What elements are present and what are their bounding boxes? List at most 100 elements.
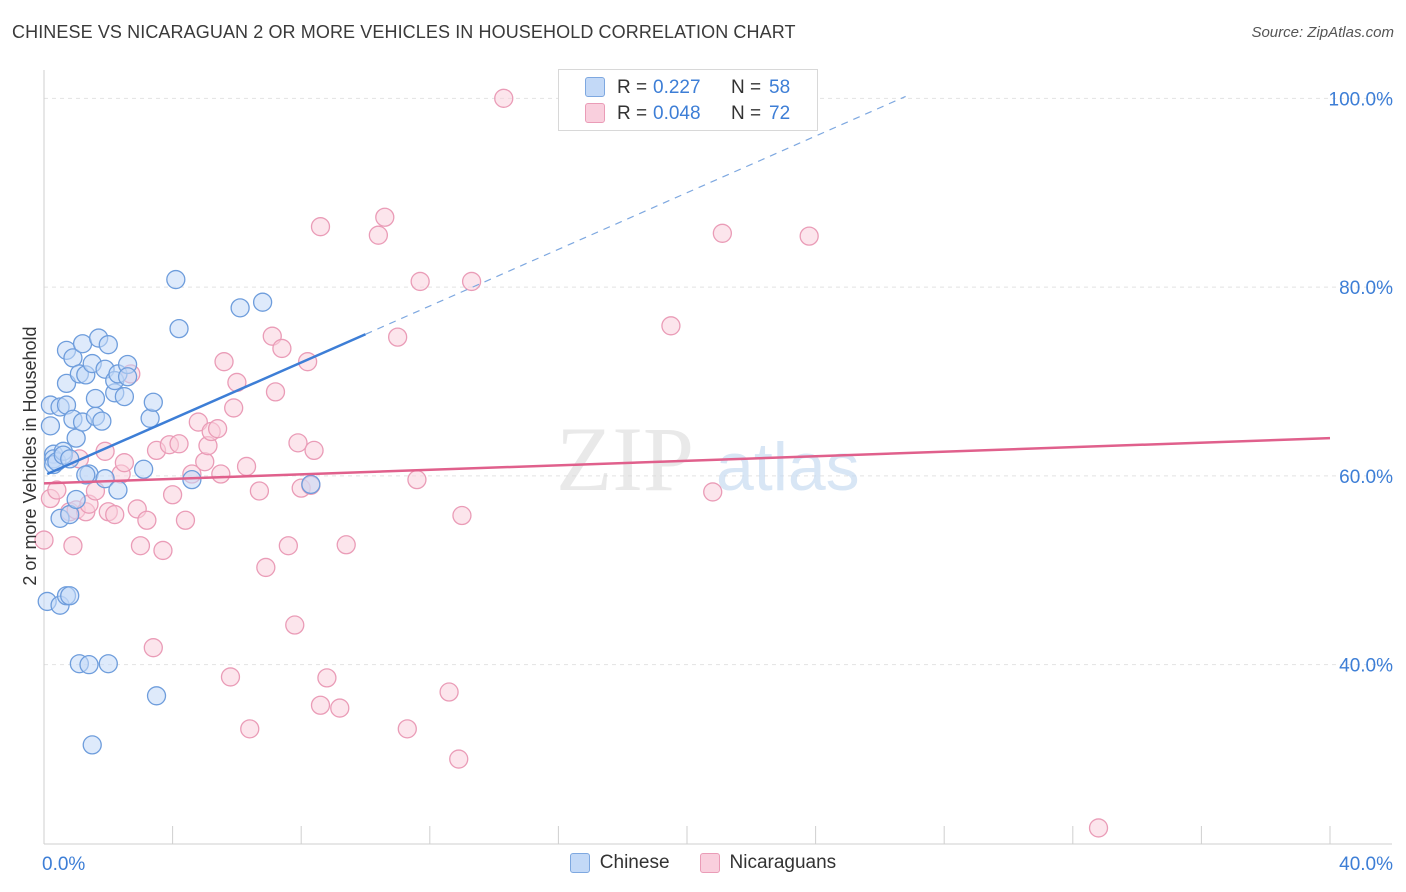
data-point-chinese [140,408,160,428]
data-point-chinese [85,388,106,409]
data-point-chinese [143,392,163,412]
y-axis-label: 2 or more Vehicles in Household [20,326,40,585]
stats-r-value-nicaraguans: 0.048 [653,103,701,124]
legend-label-chinese: Chinese [599,852,670,873]
data-point-nicaraguans [336,535,356,555]
data-point-nicaraguans [137,510,157,530]
y-tick-label: 100.0% [1329,89,1394,110]
bottom-legend: Chinese Nicaraguans [0,852,1406,874]
stats-n-label: N = [731,77,762,98]
series-nicaraguans-points [34,88,1109,838]
data-point-nicaraguans [452,505,472,526]
data-point-nicaraguans [272,338,292,359]
stats-n-label: N = [731,103,762,124]
data-point-nicaraguans [310,217,331,237]
data-point-chinese [76,465,96,485]
y-tick-label: 80.0% [1339,278,1393,299]
watermark-atlas: atlas [716,429,860,505]
data-point-nicaraguans [236,456,257,477]
data-point-nicaraguans [220,667,241,687]
data-point-chinese [134,459,154,479]
data-point-chinese [98,654,118,674]
tick-labels: 100.0% 80.0% 60.0% 40.0% 0.0% 40.0% [42,89,1393,875]
legend-swatch-nicaraguans [699,853,720,873]
data-point-chinese [95,469,115,489]
data-point-nicaraguans [175,510,196,530]
data-point-nicaraguans [330,698,350,718]
data-point-nicaraguans [211,464,231,484]
data-point-nicaraguans [397,719,417,739]
data-point-nicaraguans [63,536,83,556]
stats-swatch-chinese [585,77,605,97]
data-point-chinese [72,334,93,354]
data-point-chinese [92,411,112,431]
data-point-chinese [82,735,102,755]
data-point-chinese [79,655,99,675]
stats-r-label: R = [617,77,648,98]
data-point-nicaraguans [256,557,276,578]
legend-item-nicaraguans[interactable]: Nicaraguans [699,852,837,874]
data-point-nicaraguans [288,433,308,453]
data-point-nicaraguans [214,352,234,372]
data-point-nicaraguans [317,668,337,688]
data-point-chinese [169,318,189,339]
stats-r-label: R = [617,103,648,124]
data-point-nicaraguans [661,316,681,336]
data-point-nicaraguans [162,485,183,505]
data-point-nicaraguans [105,504,125,525]
stats-n-value-nicaraguans: 72 [769,103,791,124]
data-point-nicaraguans [188,412,208,432]
data-point-chinese [252,292,273,312]
data-point-nicaraguans [240,719,260,739]
data-point-nicaraguans [285,615,305,635]
data-point-nicaraguans [224,398,244,418]
data-point-nicaraguans [143,638,163,658]
axes [43,70,1392,845]
data-point-nicaraguans [114,453,135,473]
data-point-chinese [230,298,250,318]
data-point-nicaraguans [265,382,286,402]
stats-legend-box: R = 0.227 N = 58 R = 0.048 N = 72 [558,69,818,131]
data-point-nicaraguans [449,749,469,769]
data-point-nicaraguans [130,536,151,556]
legend-item-chinese[interactable]: Chinese [569,852,670,874]
data-point-chinese [66,489,86,510]
data-point-nicaraguans [368,225,389,245]
y-tick-label: 60.0% [1339,467,1393,488]
data-point-nicaraguans [1088,818,1109,838]
data-point-chinese [301,474,321,495]
data-point-chinese [56,373,77,394]
stats-swatch-nicaraguans [585,103,605,123]
data-point-chinese [40,416,61,436]
data-point-nicaraguans [439,682,459,702]
watermark-zip: ZIP [556,408,694,510]
stats-n-value-chinese: 58 [769,77,791,98]
data-point-nicaraguans [494,88,514,108]
data-point-chinese [98,335,118,355]
data-point-nicaraguans [410,271,430,292]
trend-line-chinese [46,333,367,476]
data-point-nicaraguans [195,452,215,472]
data-point-chinese [66,428,86,448]
legend-swatch-chinese [569,853,590,873]
series-chinese-points [37,269,321,755]
data-point-nicaraguans [207,419,228,439]
x-tick-label-right: 40.0% [1339,854,1393,875]
data-point-nicaraguans [703,482,723,502]
data-point-chinese [114,386,135,407]
data-point-nicaraguans [169,434,189,454]
data-point-nicaraguans [34,530,54,550]
data-point-nicaraguans [278,536,298,556]
data-point-nicaraguans [387,327,408,347]
legend-label-nicaraguans: Nicaraguans [729,852,837,873]
x-tick-label-left: 0.0% [42,854,85,875]
data-point-chinese [146,686,167,706]
data-point-nicaraguans [712,223,733,243]
data-point-nicaraguans [407,470,427,490]
trend-line-chinese-extension [365,95,906,335]
source-label: Source: ZipAtlas.com [1251,24,1394,41]
data-point-nicaraguans [249,481,270,501]
data-point-chinese [166,269,186,290]
data-point-nicaraguans [153,540,173,561]
